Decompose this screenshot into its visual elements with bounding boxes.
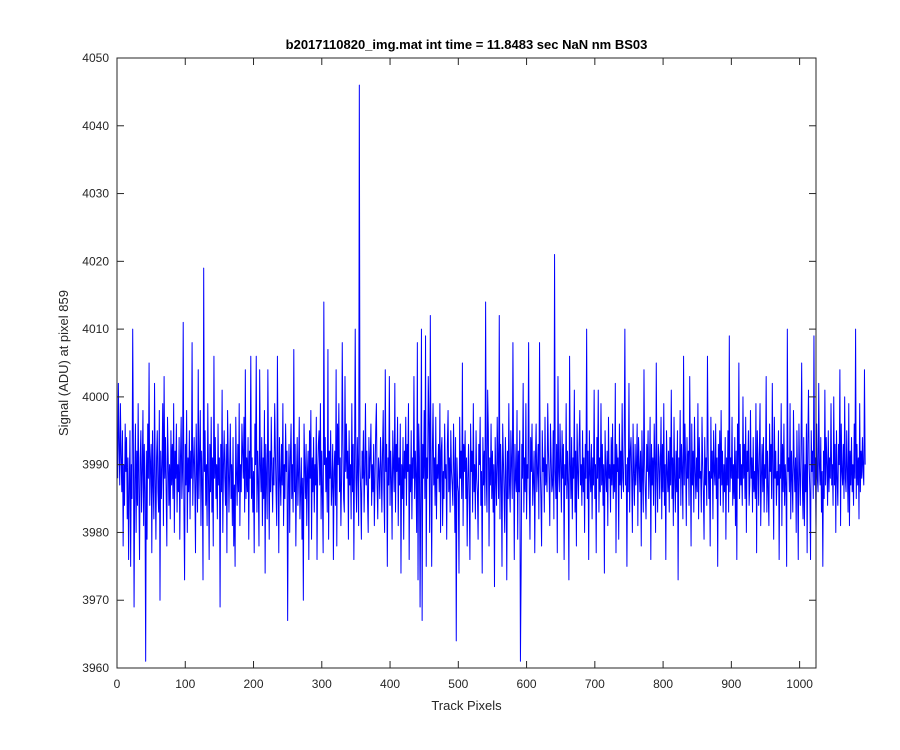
x-tick-label: 100 [175, 677, 195, 691]
y-tick-label: 4050 [82, 51, 109, 65]
y-tick-label: 4010 [82, 322, 109, 336]
x-tick-label: 1000 [786, 677, 813, 691]
x-axis-label: Track Pixels [431, 698, 502, 713]
x-tick-label: 0 [114, 677, 121, 691]
x-tick-label: 900 [721, 677, 741, 691]
y-tick-label: 4000 [82, 390, 109, 404]
chart-title: b2017110820_img.mat int time = 11.8483 s… [286, 37, 648, 52]
x-tick-label: 600 [517, 677, 537, 691]
plot-area [117, 58, 816, 668]
x-tick-label: 200 [244, 677, 264, 691]
y-axis-label: Signal (ADU) at pixel 859 [56, 290, 71, 436]
x-tick-label: 700 [585, 677, 605, 691]
y-tick-label: 3960 [82, 661, 109, 675]
y-tick-label: 4040 [82, 119, 109, 133]
x-tick-label: 800 [653, 677, 673, 691]
y-tick-label: 4030 [82, 187, 109, 201]
x-tick-label: 300 [312, 677, 332, 691]
y-tick-label: 3990 [82, 458, 109, 472]
x-tick-label: 400 [380, 677, 400, 691]
y-tick-label: 3970 [82, 593, 109, 607]
series-layer [117, 84, 866, 662]
y-axis-ticks: 3960 3970 3980 3990 4000 4010 4020 4030 4040 4050 [82, 51, 816, 675]
axes-box [116, 57, 817, 669]
x-tick-label: 500 [448, 677, 468, 691]
y-tick-label: 4020 [82, 254, 109, 268]
series-line-1 [117, 84, 866, 662]
y-tick-label: 3980 [82, 525, 109, 539]
x-axis-ticks: 0 100 200 300 400 500 600 700 800 900 1000 [114, 58, 813, 691]
